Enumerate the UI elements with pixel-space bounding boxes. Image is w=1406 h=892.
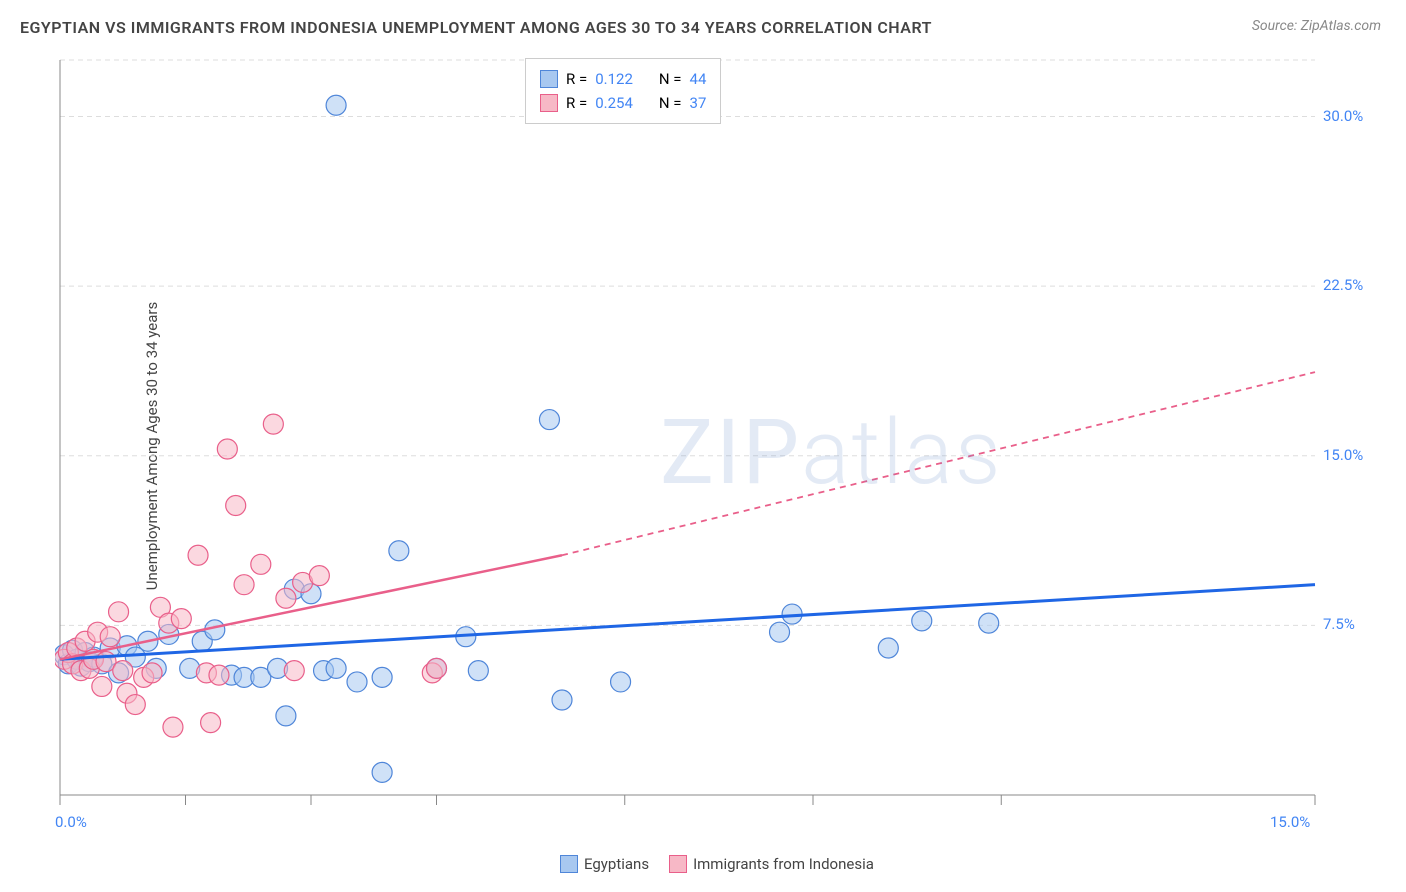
y-tick-label: 7.5% xyxy=(1323,615,1355,633)
r-label: R = xyxy=(566,70,587,88)
x-tick-label: 0.0% xyxy=(55,813,87,831)
plot-area xyxy=(55,55,1375,835)
r-label: R = xyxy=(566,94,587,112)
source-label: Source: ZipAtlas.com xyxy=(1252,18,1381,34)
y-tick-label: 30.0% xyxy=(1323,107,1363,125)
r-value-1: 0.122 xyxy=(595,70,633,88)
legend-swatch-1 xyxy=(560,855,578,873)
n-value-1: 44 xyxy=(690,70,707,88)
stats-row-2: R = 0.254 N = 37 xyxy=(540,91,706,115)
x-tick-label: 15.0% xyxy=(1270,813,1310,831)
stats-box: R = 0.122 N = 44 R = 0.254 N = 37 xyxy=(525,58,721,124)
y-tick-label: 15.0% xyxy=(1323,446,1363,464)
n-label: N = xyxy=(659,70,682,88)
n-value-2: 37 xyxy=(690,94,707,112)
bottom-legend: Egyptians Immigrants from Indonesia xyxy=(560,855,874,873)
n-label: N = xyxy=(659,94,682,112)
stats-row-1: R = 0.122 N = 44 xyxy=(540,67,706,91)
chart-title: EGYPTIAN VS IMMIGRANTS FROM INDONESIA UN… xyxy=(20,18,932,37)
r-value-2: 0.254 xyxy=(595,94,633,112)
legend-swatch-2 xyxy=(669,855,687,873)
legend-label-2: Immigrants from Indonesia xyxy=(693,855,874,873)
legend-label-1: Egyptians xyxy=(584,855,649,873)
swatch-series-2 xyxy=(540,94,558,112)
plot-svg xyxy=(55,55,1375,835)
swatch-series-1 xyxy=(540,70,558,88)
y-tick-label: 22.5% xyxy=(1323,276,1363,294)
